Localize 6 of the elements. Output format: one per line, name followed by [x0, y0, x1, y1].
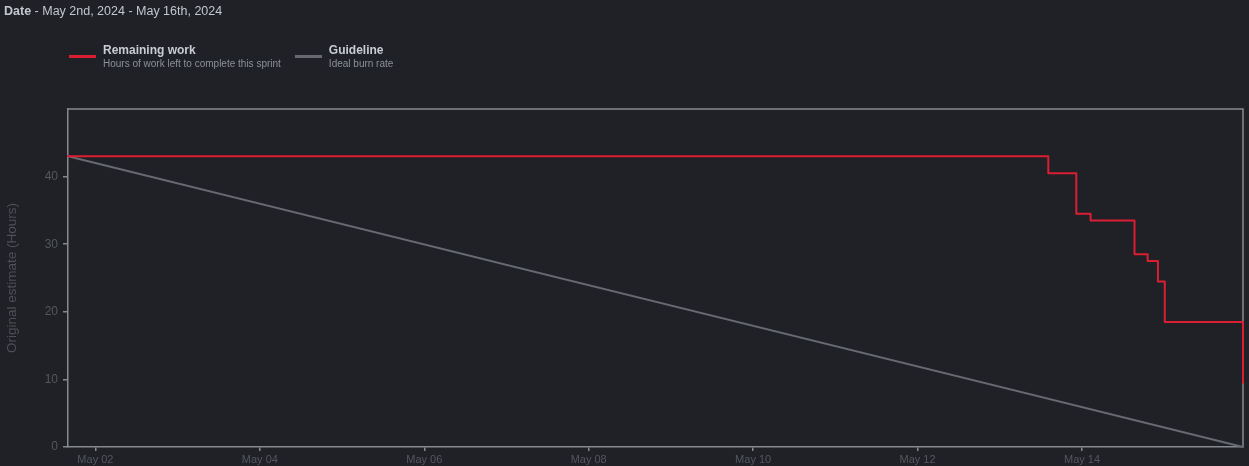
- chart-subtitle: - May 2nd, 2024 - May 16th, 2024: [34, 4, 223, 18]
- chart-title: Date: [4, 4, 32, 18]
- legend-label: Remaining work: [103, 43, 197, 58]
- text: Ideal burn rate: [328, 58, 394, 70]
- legend-label: Guideline: [328, 43, 385, 58]
- text: Hours of work left to complete this sprint: [103, 58, 281, 70]
